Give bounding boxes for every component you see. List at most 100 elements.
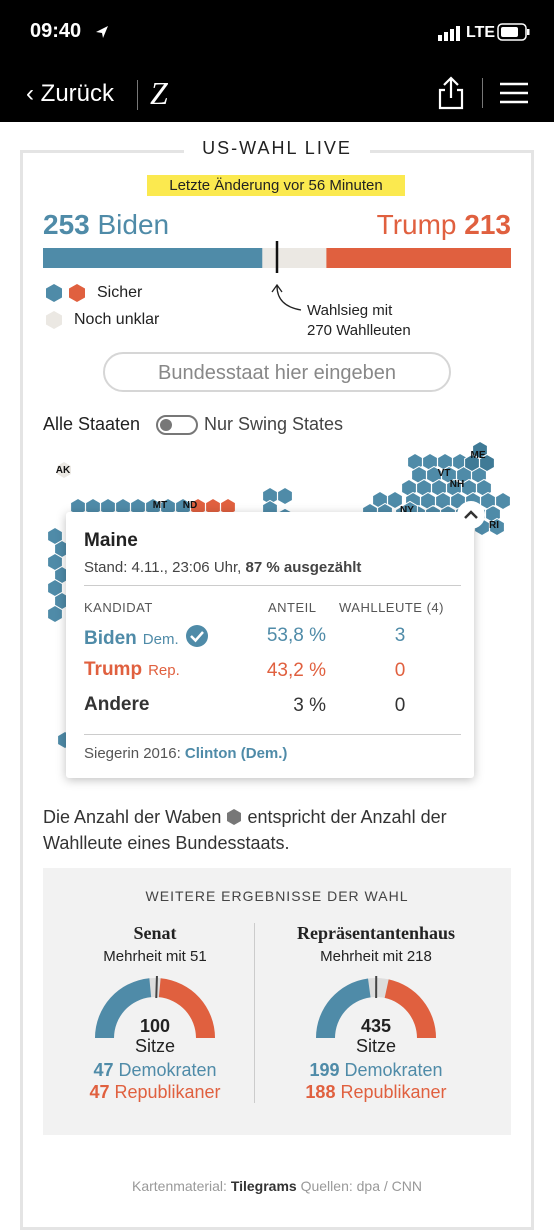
- rep-count: 47: [89, 1082, 109, 1102]
- note-before: Die Anzahl der Waben: [43, 807, 221, 827]
- rep-count: 188: [305, 1082, 335, 1102]
- legend-safe: Sicher: [97, 284, 142, 302]
- winner-label: Siegerin 2016:: [84, 745, 181, 762]
- trump-name: Trump: [377, 209, 457, 240]
- majority: Mehrheit mit 51: [45, 948, 265, 965]
- separator: [84, 585, 461, 586]
- location-icon: [94, 24, 110, 40]
- results-title: WEITERE ERGEBNISSE DER WAHL: [43, 888, 511, 904]
- network: LTE: [466, 24, 495, 42]
- dem-count: 47: [93, 1060, 113, 1080]
- logo: Z: [150, 75, 168, 112]
- threshold-value: 270: [307, 322, 332, 339]
- column-header: WAHLLEUTE (4): [339, 600, 444, 615]
- search-input[interactable]: Bundesstaat hier eingeben: [103, 352, 451, 392]
- majority-mark: [156, 976, 157, 998]
- divider: [137, 80, 138, 110]
- biden-count: 253: [43, 209, 90, 240]
- battery-icon: [497, 23, 531, 41]
- candidate-name: Andere: [84, 694, 149, 715]
- state-label: AK: [56, 465, 71, 476]
- party: Dem.: [143, 631, 179, 648]
- close-popup[interactable]: [456, 500, 486, 530]
- menu-button[interactable]: [500, 82, 528, 104]
- majority-label: Mehrheit mit: [320, 948, 403, 965]
- column-header: KANDIDAT: [84, 600, 153, 615]
- share: 43,2 %: [246, 660, 326, 682]
- hex: [496, 493, 511, 510]
- map-credit: Tilegrams: [231, 1178, 297, 1194]
- threshold-arrow: [272, 285, 301, 310]
- divider: [482, 78, 483, 108]
- party: Rep.: [148, 662, 180, 679]
- threshold-label: Wahlsieg mit: [307, 302, 392, 319]
- total-label: Sitze: [105, 1036, 205, 1057]
- state-label: NH: [450, 479, 464, 490]
- results-box: WEITERE ERGEBNISSE DER WAHL Senat Mehrhei…: [43, 868, 511, 1135]
- separator: [84, 734, 461, 735]
- share: 3 %: [246, 695, 326, 717]
- popup-state: Maine: [84, 530, 138, 552]
- total-label: Sitze: [326, 1036, 426, 1057]
- candidate-name: Biden: [84, 628, 137, 649]
- dem-count: 199: [309, 1060, 339, 1080]
- dem-label: Demokraten: [119, 1060, 217, 1080]
- dem-label: Demokraten: [345, 1060, 443, 1080]
- column-header: ANTEIL: [268, 600, 317, 615]
- page: 09:40 LTE ‹ Zurück Z US-WAHL LIVE Letzte…: [0, 0, 554, 1200]
- footer: Kartenmaterial: Tilegrams Quellen: dpa /…: [0, 1178, 554, 1194]
- hex: [278, 488, 293, 505]
- majority-value: 218: [407, 948, 432, 965]
- total-seats: 100: [105, 1016, 205, 1037]
- candidate: Trump Rep.: [84, 659, 180, 681]
- state-label: ND: [183, 500, 197, 511]
- state-label: MT: [153, 500, 167, 511]
- state-label: ME: [471, 450, 486, 461]
- signal-icon: [438, 25, 460, 41]
- biden-tally: 253 Biden: [43, 209, 169, 241]
- counted: 87 %: [246, 559, 280, 576]
- total-seats: 435: [326, 1016, 426, 1037]
- trump-count: 213: [464, 209, 511, 240]
- rep-label: Republikaner: [340, 1082, 446, 1102]
- electors: 3: [376, 625, 424, 647]
- map-credit-label: Kartenmaterial:: [132, 1178, 227, 1194]
- electors: 0: [376, 695, 424, 717]
- top-bar: 09:40 LTE ‹ Zurück Z: [0, 0, 554, 122]
- state-popup: Maine Stand: 4.11., 23:06 Uhr, 87 % ausg…: [66, 512, 474, 778]
- electors: 0: [376, 660, 424, 682]
- toggle-left-label: Alle Staaten: [43, 414, 140, 435]
- widget-title: US-WAHL LIVE: [184, 138, 370, 159]
- body-name: Repräsentantenhaus: [266, 923, 486, 944]
- candidate: Andere: [84, 694, 149, 716]
- share: 53,8 %: [246, 625, 326, 647]
- trump-tally: Trump 213: [377, 209, 511, 241]
- threshold-note: Wahlsieg mit 270 Wahlleuten: [307, 301, 411, 341]
- time: 09:40: [30, 20, 81, 43]
- threshold-unit: Wahlleuten: [336, 322, 411, 339]
- last-update: Letzte Änderung vor 56 Minuten: [147, 175, 405, 196]
- stand: Stand: 4.11., 23:06 Uhr,: [84, 559, 241, 576]
- share-button[interactable]: [436, 76, 466, 110]
- popup-stand: Stand: 4.11., 23:06 Uhr, 87 % ausgezählt: [84, 559, 361, 576]
- candidate: Biden Dem.: [84, 624, 209, 650]
- hex-note: Die Anzahl der Waben entspricht der Anza…: [43, 804, 513, 856]
- majority-label: Mehrheit mit: [103, 948, 186, 965]
- toggle-right-label: Nur Swing States: [204, 414, 343, 435]
- winner: Clinton (Dem.): [185, 745, 288, 762]
- biden-bar: [43, 248, 262, 268]
- hex-icon: [226, 809, 242, 825]
- rep-line: 188 Republikaner: [266, 1082, 486, 1103]
- candidate-name: Trump: [84, 659, 142, 680]
- back-button[interactable]: ‹ Zurück: [26, 80, 114, 108]
- state-label: VT: [438, 468, 451, 479]
- body-name: Senat: [45, 923, 265, 944]
- rep-line: 47 Republikaner: [45, 1082, 265, 1103]
- trump-bar: [326, 248, 511, 268]
- toggle-switch[interactable]: [156, 415, 198, 435]
- legend-unclear: Noch unklar: [74, 311, 159, 329]
- hex: [48, 606, 63, 623]
- winner-2016: Siegerin 2016: Clinton (Dem.): [84, 745, 287, 762]
- back-label: Zurück: [41, 80, 114, 107]
- biden-name: Biden: [98, 209, 170, 240]
